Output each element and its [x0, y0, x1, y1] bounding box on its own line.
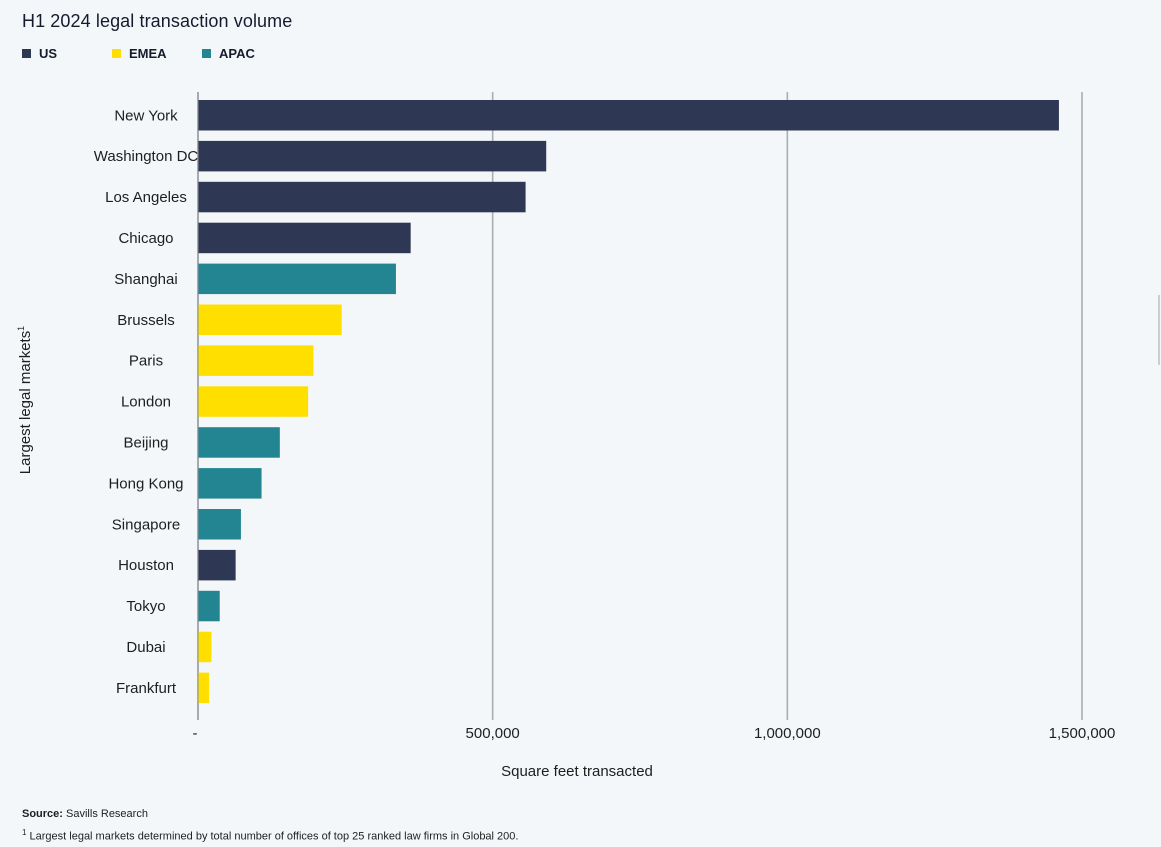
legend: US EMEA APAC	[22, 46, 292, 61]
category-label: Beijing	[123, 434, 168, 451]
bar-paris	[198, 345, 314, 376]
x-tick-label: 1,000,000	[754, 725, 821, 742]
legend-item-emea: EMEA	[112, 46, 202, 61]
bar-houston	[198, 549, 236, 581]
category-label: Paris	[129, 353, 163, 370]
legend-label-apac: APAC	[219, 46, 255, 61]
bar-dubai	[198, 631, 212, 663]
legend-swatch-apac	[202, 49, 211, 58]
footer-source: Source: Savills Research	[22, 808, 148, 820]
source-text: Savills Research	[66, 808, 148, 820]
category-label: New York	[114, 107, 178, 124]
legend-label-us: US	[39, 46, 58, 61]
bar-beijing	[198, 427, 280, 458]
x-tick-label: -	[193, 725, 198, 742]
legend-item-apac: APAC	[202, 46, 292, 61]
footnote-text: Largest legal markets determined by tota…	[29, 830, 519, 843]
legend-item-us: US	[22, 46, 112, 61]
bar-chart: New York Washington DC Los Angeles Chicago S…	[16, 92, 1116, 780]
bar-los-angeles	[198, 181, 526, 213]
bar-brussels	[198, 304, 342, 335]
category-label: Washington DC	[94, 148, 199, 165]
x-tick-label: 500,000	[466, 725, 520, 742]
category-label: Brussels	[117, 312, 175, 329]
category-label: Frankfurt	[116, 680, 177, 697]
category-label: Chicago	[118, 230, 173, 247]
bar-new-york	[198, 100, 1059, 131]
bar-hong-kong	[198, 468, 262, 499]
bar-singapore	[198, 509, 241, 540]
footnote-marker: 1	[22, 828, 27, 837]
y-axis-label-text: Largest legal markets	[17, 331, 34, 474]
bar-washington-dc	[198, 140, 547, 172]
bar-tokyo	[198, 590, 220, 622]
bars	[198, 100, 1059, 704]
chart-title: H1 2024 legal transaction volume	[22, 11, 293, 31]
legend-swatch-emea	[112, 49, 121, 58]
bar-frankfurt	[198, 672, 210, 704]
x-tick-labels: - 500,000 1,000,000 1,500,000	[193, 725, 1116, 742]
category-label: Shanghai	[114, 271, 177, 288]
category-label: Houston	[118, 557, 174, 574]
category-label: Tokyo	[126, 598, 165, 615]
x-tick-label: 1,500,000	[1049, 725, 1116, 742]
bar-shanghai	[198, 263, 396, 295]
y-axis-label: Largest legal markets1	[16, 326, 34, 474]
legend-label-emea: EMEA	[129, 46, 167, 61]
x-axis-label: Square feet transacted	[501, 763, 653, 780]
footer-note: 1 Largest legal markets determined by to…	[22, 828, 518, 843]
category-labels: New York Washington DC Los Angeles Chicago S…	[94, 107, 199, 697]
scrollbar-hint	[1158, 295, 1160, 365]
legend-swatch-us	[22, 49, 31, 58]
category-label: Hong Kong	[108, 475, 183, 492]
category-label: Dubai	[126, 639, 165, 656]
category-label: Los Angeles	[105, 189, 187, 206]
category-label: Singapore	[112, 516, 180, 533]
y-axis-label-sup: 1	[16, 326, 26, 331]
source-label: Source:	[22, 808, 63, 820]
bar-chicago	[198, 222, 411, 254]
bar-london	[198, 386, 309, 417]
category-label: London	[121, 394, 171, 411]
